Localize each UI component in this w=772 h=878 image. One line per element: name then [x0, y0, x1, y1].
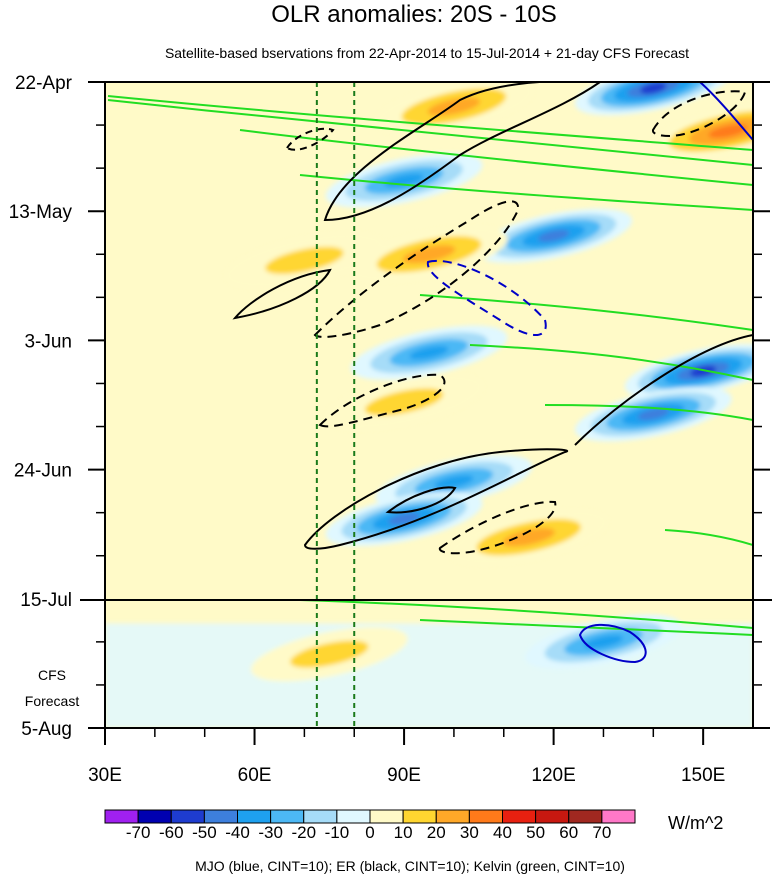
colorbar-swatch — [104, 809, 139, 824]
er-contour-negative — [313, 200, 520, 338]
er-contour-positive — [385, 486, 457, 514]
colorbar-swatch — [435, 809, 470, 824]
wave-contours — [107, 82, 753, 664]
x-tick-label: 30E — [88, 765, 122, 786]
colorbar-label: -10 — [325, 823, 350, 842]
negative-anomaly-blob — [583, 635, 624, 649]
chart-footer: MJO (blue, CINT=10); ER (black, CINT=10)… — [195, 858, 625, 874]
positive-anomaly-blob — [402, 245, 456, 264]
mjo-contour-positive — [699, 82, 753, 141]
plot-area — [105, 82, 753, 728]
colorbar-label: 20 — [427, 823, 446, 842]
colorbar-swatch — [203, 809, 238, 824]
colorbar-label: 10 — [394, 823, 413, 842]
kelvin-contour — [419, 619, 753, 636]
mjo-contour-negative — [426, 259, 547, 336]
forecast-label-forecast: Forecast — [25, 693, 80, 709]
kelvin-contour — [544, 404, 753, 421]
colorbar-swatch — [369, 809, 404, 824]
y-tick-label: 24-Jun — [14, 461, 72, 482]
negative-anomaly-blob — [388, 512, 420, 525]
colorbar-label: 0 — [365, 823, 374, 842]
colorbar-swatch — [270, 809, 305, 824]
er-contour-positive — [303, 448, 568, 550]
y-tick-label: 5-Aug — [21, 719, 72, 740]
positive-anomaly-blob — [502, 528, 555, 547]
colorbar-swatch — [468, 809, 503, 824]
colorbar-label: 70 — [592, 823, 611, 842]
negative-anomaly-blob — [640, 82, 667, 94]
colorbar-units: W/m^2 — [668, 813, 723, 833]
y-axis: 22-Apr 13-May 3-Jun 24-Jun 15-Jul 5-Aug — [9, 73, 770, 740]
colorbar-label: -60 — [159, 823, 184, 842]
er-contour-negative — [651, 90, 747, 138]
colorbar-swatch — [303, 809, 338, 824]
positive-anomaly-blob — [427, 97, 481, 116]
colorbar-swatch — [237, 809, 272, 824]
colorbar-label: -70 — [126, 823, 151, 842]
colorbar-swatch — [336, 809, 371, 824]
x-tick-label: 90E — [387, 765, 421, 786]
y-tick-label: 15-Jul — [20, 590, 72, 611]
y-tick-label: 13-May — [9, 202, 73, 223]
chart-subtitle: Satellite-based bservations from 22-Apr-… — [165, 45, 689, 61]
positive-anomaly-blob — [265, 246, 344, 275]
x-axis: 30E 60E 90E 120E 150E — [88, 728, 725, 786]
colorbar-label: 30 — [460, 823, 479, 842]
kelvin-contour — [107, 95, 753, 151]
er-contour-negative — [318, 373, 446, 428]
colorbar-label: 40 — [493, 823, 512, 842]
colorbar-label: -40 — [225, 823, 250, 842]
chart-title: OLR anomalies: 20S - 10S — [271, 1, 556, 28]
er-contour-negative — [285, 127, 335, 151]
kelvin-contour — [469, 344, 753, 381]
positive-anomaly-blob — [290, 640, 369, 668]
plot-frame — [104, 81, 754, 729]
er-contour-positive — [323, 82, 602, 222]
colorbar-label: 60 — [559, 823, 578, 842]
x-tick-label: 150E — [681, 765, 725, 786]
colorbar-label: -20 — [291, 823, 316, 842]
positive-anomaly-blob — [708, 124, 748, 139]
colorbar-swatch — [502, 809, 537, 824]
colorbar-label: 50 — [526, 823, 545, 842]
colorbar-swatch — [402, 809, 437, 824]
kelvin-contour — [299, 599, 753, 629]
positive-anomaly-blob — [364, 388, 444, 416]
kelvin-contour — [299, 174, 753, 211]
colorbar-swatch — [535, 809, 570, 824]
y-tick-label: 22-Apr — [15, 73, 73, 94]
er-contour-positive — [232, 268, 332, 320]
x-tick-label: 60E — [238, 765, 272, 786]
er-contour-negative — [438, 500, 557, 555]
colorbar-label: -50 — [192, 823, 217, 842]
x-tick-label: 120E — [531, 765, 575, 786]
negative-anomaly-blob — [537, 229, 570, 242]
kelvin-contour — [419, 294, 753, 331]
colorbar-swatch — [601, 809, 636, 824]
kelvin-contour — [664, 529, 753, 546]
colorbar: -70 -60 -50 -40 -30 -20 -10 0 10 20 30 40 50 60 70 — [104, 809, 636, 842]
negative-anomaly-blob — [409, 345, 449, 360]
y-tick-label: 3-Jun — [24, 331, 72, 352]
kelvin-contour — [107, 99, 753, 166]
mjo-contour-positive — [578, 623, 647, 664]
kelvin-contour — [239, 129, 753, 186]
colorbar-swatch — [137, 809, 172, 824]
negative-anomaly-blob — [637, 408, 669, 421]
colorbar-swatch — [568, 809, 603, 824]
forecast-label-cfs: CFS — [38, 667, 66, 683]
er-contour-positive — [574, 334, 753, 446]
colorbar-label: -30 — [258, 823, 283, 842]
negative-anomaly-blob — [434, 475, 474, 489]
colorbar-swatch — [170, 809, 205, 824]
